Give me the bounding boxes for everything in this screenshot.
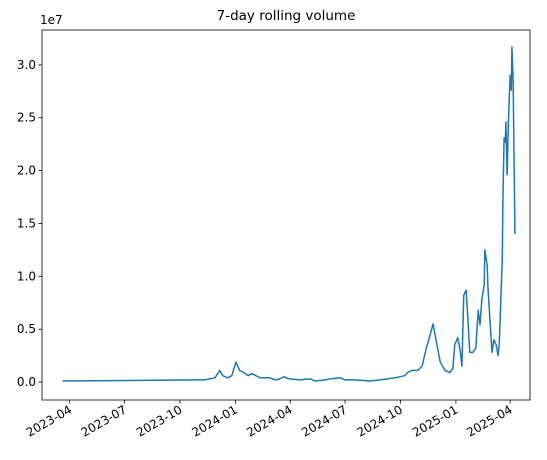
data-line: [62, 46, 516, 382]
offset-label: 1e7: [40, 13, 63, 27]
y-tick-label: 3.0: [17, 58, 36, 72]
y-tick-label: 0.5: [17, 322, 36, 336]
chart-title: 7-day rolling volume: [217, 8, 356, 24]
axes-frame: [41, 29, 531, 401]
y-tick-label: 2.5: [17, 111, 36, 125]
y-tick-label: 2.0: [17, 164, 36, 178]
y-tick-label: 1.5: [17, 216, 36, 230]
y-tick-label: 0.0: [17, 375, 36, 389]
y-tick-label: 1.0: [17, 269, 36, 283]
